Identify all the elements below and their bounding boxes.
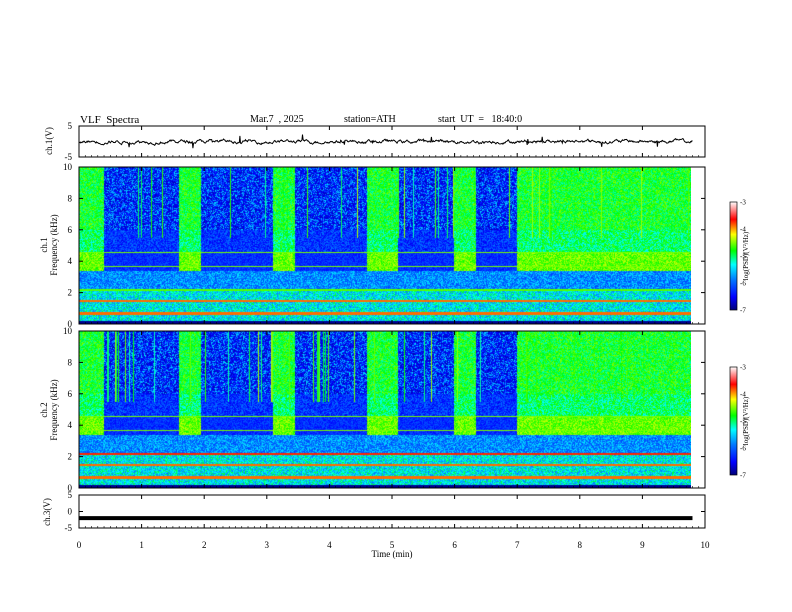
ch1-spec-ylabel: Frequency (kHz) — [49, 214, 59, 275]
ch3-wave-ytick-label: 0 — [68, 507, 73, 517]
ch2-spec-ytick-label: 4 — [68, 420, 73, 430]
ch2-spec-channel-label: ch.2 — [39, 402, 49, 417]
ch1-spectrogram-frame — [78, 166, 706, 325]
ch1-spec-ytick-label: 0 — [68, 319, 73, 329]
ch2-spec-ytick-label: 0 — [68, 483, 73, 493]
x-tick-label: 7 — [515, 540, 520, 550]
x-tick-label: 10 — [701, 540, 711, 550]
chart-title: VLF Spectra — [80, 114, 140, 126]
ch3-waveform-frame — [78, 494, 706, 529]
ch1-spec-ytick-label: 8 — [68, 193, 73, 203]
ch1-spec-ytick-label: 4 — [68, 256, 73, 266]
ch2-colorbar-tick-label: -5 — [740, 418, 746, 426]
ch1-wave-ytick-label: -5 — [65, 152, 73, 162]
ch2-colorbar-tick-label: -3 — [740, 364, 746, 372]
ch1-spec-ytick-label: 2 — [68, 288, 73, 298]
x-tick-label: 8 — [578, 540, 583, 550]
x-tick-label: 9 — [640, 540, 645, 550]
ch1-spec-channel-label: ch.1 — [39, 237, 49, 252]
x-tick-label: 3 — [265, 540, 270, 550]
ch1-spectrogram-image — [79, 167, 691, 324]
x-tick-label: 0 — [77, 540, 82, 550]
ch2-spec-ytick-label: 2 — [68, 452, 73, 462]
date-label: Mar.7 , 2025 — [250, 114, 304, 125]
ch1-wave-ytick-label: 5 — [68, 121, 73, 131]
ch1-colorbar-tick-label: -5 — [740, 253, 746, 261]
ch2-colorbar — [729, 366, 738, 476]
start-time-label: start UT = 18:40:0 — [438, 114, 523, 125]
x-axis-label: Time (min) — [372, 549, 413, 559]
ch2-spec-ytick-label: 10 — [63, 326, 73, 336]
ch2-spec-ytick-label: 8 — [68, 357, 73, 367]
x-tick-label: 4 — [327, 540, 332, 550]
ch1-spec-ytick-label: 10 — [63, 162, 73, 172]
ch1-colorbar-label: log(PSD)(V²/Hz) — [742, 231, 750, 280]
ch1-waveform-line — [78, 134, 693, 149]
x-tick-label: 2 — [202, 540, 207, 550]
ch1-colorbar-tick-label: -4 — [740, 226, 746, 234]
ch3-wave-ytick-label: -5 — [65, 523, 73, 533]
ch2-colorbar-tick-label: -7 — [740, 472, 746, 480]
ch1-spec-ytick-label: 6 — [68, 225, 73, 235]
ch1-colorbar-tick-label: -6 — [740, 280, 746, 288]
ch1-waveform-frame — [78, 125, 706, 158]
x-tick-label: 6 — [452, 540, 457, 550]
x-tick-label: 5 — [390, 540, 395, 550]
ch2-spec-ytick-label: 6 — [68, 389, 73, 399]
ch3-wave-ylabel: ch.3(V) — [42, 498, 52, 526]
ch2-colorbar-tick-label: -4 — [740, 391, 746, 399]
ch3-wave-ytick-label: 5 — [68, 490, 73, 500]
ch1-wave-ylabel: ch.1(V) — [44, 127, 54, 155]
ch2-colorbar-label: log(PSD)(V²/Hz) — [742, 396, 750, 445]
ch2-spec-ylabel: Frequency (kHz) — [49, 379, 59, 440]
ch2-spectrogram-frame — [78, 330, 706, 489]
ch1-colorbar-tick-label: -3 — [740, 199, 746, 207]
ch2-spectrogram-image — [79, 331, 691, 488]
ch2-colorbar-tick-label: -6 — [740, 445, 746, 453]
x-tick-label: 1 — [139, 540, 144, 550]
ch1-colorbar-tick-label: -7 — [740, 307, 746, 315]
ch1-colorbar — [729, 201, 738, 311]
station-label: station=ATH — [344, 114, 396, 125]
